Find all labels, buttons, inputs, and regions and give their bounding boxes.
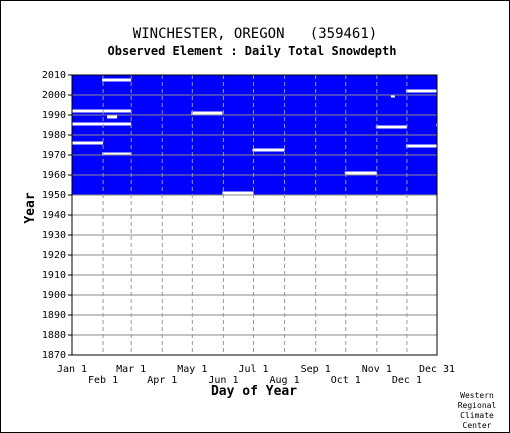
y-tick-label: 1930 [42,230,66,241]
x-tick-label: Feb 1 [88,375,118,386]
y-tick-label: 1960 [42,170,66,181]
x-tick-label: Dec 1 [392,375,422,386]
y-tick-label: 2010 [42,70,66,81]
x-tick-label: Jan 1 [57,364,87,375]
x-tick-label: Sep 1 [301,364,331,375]
missing-data-segment [102,152,132,156]
y-tick-label: 1980 [42,130,66,141]
x-tick-label: Nov 1 [362,364,392,375]
y-tick-label: 1940 [42,210,66,221]
x-tick-label: May 1 [177,364,207,375]
y-tick-label: 1920 [42,250,66,261]
x-tick-label: Apr 1 [147,375,177,386]
x-tick-label: Dec 31 [419,364,455,375]
credit-block: Western Regional Climate Center [458,391,497,430]
x-tick-label: Aug 1 [270,375,300,386]
missing-data-segment [102,78,132,82]
missing-data-segment [191,111,223,115]
missing-data-segment [252,148,285,152]
grid-layer [71,74,438,356]
chart-title: WINCHESTER, OREGON (359461) [133,26,377,42]
missing-data-segment [410,194,438,198]
credit-line: Western [460,391,494,400]
y-tick-label: 1890 [42,310,66,321]
y-tick-label: 1870 [42,350,66,361]
credit-line: Center [463,421,492,430]
y-tick-label: 1990 [42,110,66,121]
y-tick-label: 1900 [42,290,66,301]
data-layer [71,75,438,198]
chart-subtitle: Observed Element : Daily Total Snowdepth [108,44,397,58]
y-tick-label: 1950 [42,190,66,201]
y-tick-label: 1970 [42,150,66,161]
x-tick-label: Jun 1 [208,375,238,386]
missing-data-segment [405,144,438,148]
x-tick-label: Mar 1 [116,364,146,375]
credit-line: Climate [460,411,494,420]
missing-data-segment [71,122,132,126]
missing-data-segment [405,89,438,93]
x-tick-label: Oct 1 [331,375,361,386]
missing-data-segment [222,191,254,195]
y-axis-title: Year [23,192,38,223]
missing-data-segment [344,171,377,175]
y-tick-label: 1910 [42,270,66,281]
missing-data-segment [71,109,132,113]
x-tick-label: Jul 1 [238,364,268,375]
x-axis-title: Day of Year [211,384,297,399]
missing-data-segment [375,125,407,129]
tick-labels: 1870 1880 1890 1900 1910 1920 1930 1940 1950 1960… [42,70,455,386]
missing-data-segment [71,141,104,145]
credit-line: Regional [458,401,497,410]
y-tick-label: 2000 [42,90,66,101]
missing-data-segment [107,115,118,119]
missing-data-segment [390,94,395,98]
y-tick-label: 1880 [42,330,66,341]
